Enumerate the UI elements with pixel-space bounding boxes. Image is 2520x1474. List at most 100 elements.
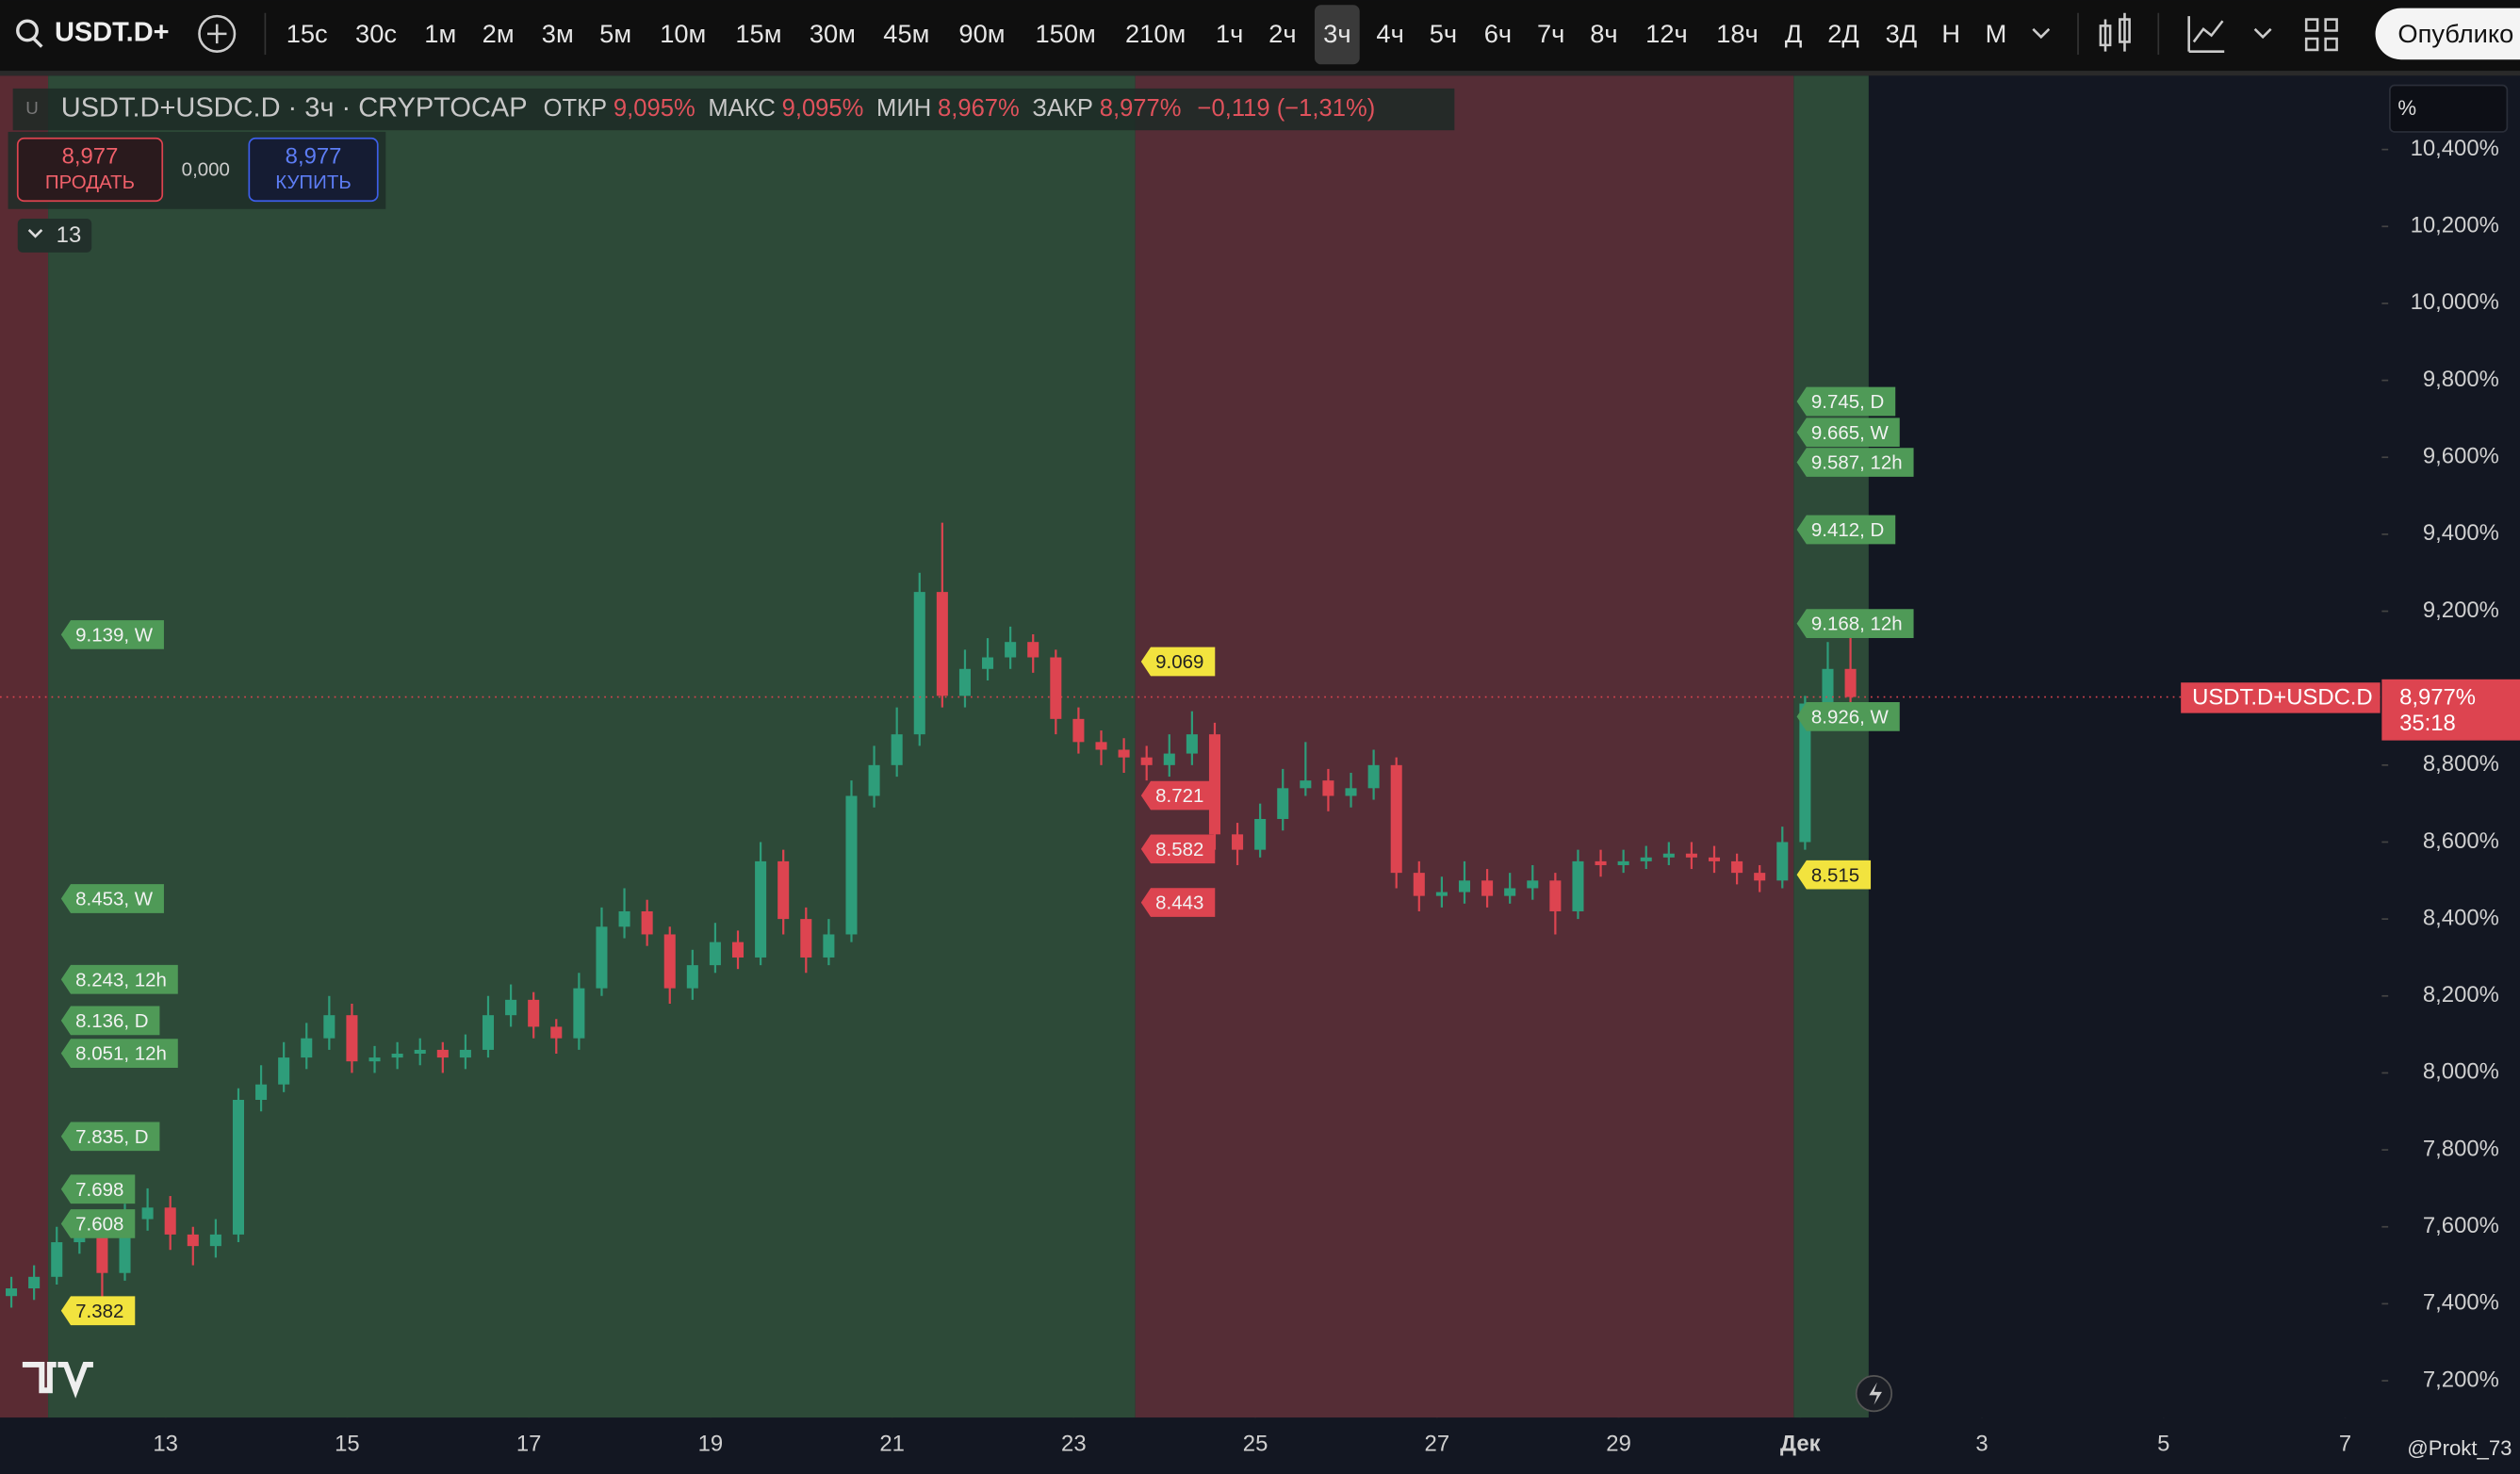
level-text: 7.835, D — [75, 1126, 148, 1148]
interval[interactable]: 2ч — [1268, 19, 1296, 48]
x-tick-label: 21 — [879, 1432, 905, 1457]
candle-body — [1844, 668, 1857, 697]
interval[interactable]: 150м — [1036, 19, 1096, 48]
interval[interactable]: М — [1986, 19, 2007, 48]
candle-body — [1617, 860, 1629, 865]
interval[interactable]: 5м — [599, 19, 631, 48]
x-tick-label: 5 — [2157, 1432, 2169, 1457]
interval[interactable]: 7ч — [1537, 19, 1564, 48]
indicators-dropdown[interactable] — [2253, 27, 2272, 40]
level-text: 9.069 — [1155, 651, 1203, 673]
candle-body — [1163, 753, 1175, 765]
interval[interactable]: Н — [1941, 19, 1960, 48]
candle-body — [1799, 703, 1811, 843]
candle-body — [1572, 860, 1584, 911]
symbol[interactable]: USDT.D+ — [55, 18, 170, 48]
interval[interactable]: 210м — [1125, 19, 1186, 48]
level-label: 8.453, W — [60, 884, 164, 913]
interval-dropdown[interactable] — [2032, 27, 2051, 40]
candle-body — [1504, 888, 1516, 896]
interval[interactable]: 4ч — [1376, 19, 1403, 48]
layout-icon[interactable] — [2304, 18, 2338, 52]
publish-label: Опублико — [2397, 19, 2513, 48]
candle-body — [1549, 880, 1562, 911]
interval[interactable]: 30с — [355, 19, 397, 48]
interval[interactable]: 90м — [958, 19, 1005, 48]
buy-button[interactable] — [248, 137, 379, 203]
interval[interactable]: 6ч — [1484, 19, 1512, 48]
x-tick-label: 23 — [1061, 1432, 1087, 1457]
candle-body — [1072, 718, 1085, 743]
interval[interactable]: 1м — [424, 19, 456, 48]
interval[interactable]: 2Д — [1827, 19, 1859, 48]
level-text: 8.443 — [1155, 893, 1203, 914]
candle-body — [550, 1026, 563, 1039]
sell-button[interactable] — [16, 137, 164, 203]
candle-body — [187, 1234, 199, 1247]
level-box — [1796, 515, 1896, 545]
y-tick-label: 8,200% — [2423, 982, 2499, 1007]
level-text: 7.608 — [75, 1214, 123, 1236]
sell-label: ПРОДАТЬ — [45, 172, 135, 193]
x-tick-label: 25 — [1243, 1432, 1268, 1457]
candle-body — [1527, 880, 1539, 889]
search-icon[interactable] — [16, 19, 39, 42]
interval[interactable]: 2м — [483, 19, 515, 48]
indicators-icon[interactable] — [2187, 16, 2225, 53]
interval[interactable]: 3м — [542, 19, 574, 48]
indicators-toggle[interactable] — [17, 219, 92, 253]
interval[interactable]: 30м — [810, 19, 856, 48]
interval[interactable]: 15с — [286, 19, 328, 48]
candle-body — [618, 910, 630, 927]
interval[interactable]: 18ч — [1716, 19, 1759, 48]
y-tick-label: 7,800% — [2423, 1136, 2499, 1161]
interval[interactable]: 3ч — [1323, 19, 1350, 48]
level-box — [1140, 888, 1216, 917]
interval[interactable]: 1ч — [1216, 19, 1243, 48]
y-tick-label: 9,200% — [2423, 598, 2499, 623]
candle-body — [1050, 657, 1062, 719]
level-box — [1796, 702, 1900, 731]
candle-body — [323, 1015, 335, 1039]
candle-body — [1277, 788, 1289, 819]
level-box — [60, 1006, 160, 1036]
watermark: @Prokt_73 — [2407, 1436, 2512, 1460]
search-icon — [32, 37, 43, 48]
publish-button[interactable] — [2375, 8, 2520, 60]
candle-body — [913, 592, 925, 735]
level-label: 8.582 — [1140, 834, 1216, 864]
level-text: 9.168, 12h — [1811, 614, 1903, 635]
candle-body — [982, 657, 994, 669]
candle-body — [1822, 668, 1834, 704]
interval[interactable]: 8ч — [1590, 19, 1617, 48]
level-label: 7.835, D — [60, 1122, 160, 1152]
legend-high: 9,095% — [782, 95, 864, 122]
x-tick-label: Дек — [1780, 1432, 1821, 1457]
legend-change: −0,119 (−1,31%) — [1198, 95, 1376, 122]
toolbar-border — [0, 71, 2520, 76]
candle-body — [1367, 764, 1380, 789]
price-symbol: USDT.D+USDC.D — [2192, 685, 2373, 711]
interval[interactable]: 45м — [883, 19, 929, 48]
interval[interactable]: Д — [1785, 19, 1802, 48]
candle-body — [232, 1100, 244, 1235]
interval[interactable]: 12ч — [1645, 19, 1688, 48]
candle-body — [1005, 642, 1017, 658]
scale-mode-box[interactable] — [2389, 84, 2509, 133]
interval[interactable]: 3Д — [1886, 19, 1918, 48]
candle-body — [958, 668, 971, 696]
interval[interactable]: 5ч — [1430, 19, 1457, 48]
add-symbol[interactable] — [198, 14, 237, 53]
candle-body — [278, 1057, 290, 1085]
legend-open-label: ОТКР — [544, 95, 607, 122]
sell-price: 8,977 — [62, 144, 119, 170]
x-tick-label: 17 — [516, 1432, 542, 1457]
interval[interactable]: 10м — [660, 19, 706, 48]
candle-body — [845, 795, 858, 935]
chart-type-icon[interactable] — [2099, 12, 2131, 52]
candle-body — [709, 942, 721, 966]
y-tick-label: 8,800% — [2423, 751, 2499, 777]
y-tick-label: 9,800% — [2423, 367, 2499, 392]
interval[interactable]: 15м — [735, 19, 781, 48]
candle-body — [391, 1054, 403, 1058]
